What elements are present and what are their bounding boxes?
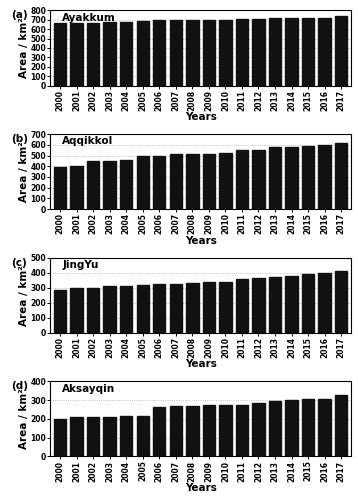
Bar — [252, 278, 265, 333]
Bar — [318, 18, 331, 86]
Bar — [54, 23, 66, 86]
Y-axis label: Area / km²: Area / km² — [19, 141, 29, 202]
Bar — [186, 283, 199, 333]
Bar — [87, 288, 100, 333]
Bar — [252, 150, 265, 209]
Bar — [153, 284, 165, 333]
Bar — [153, 20, 165, 86]
Bar — [120, 286, 132, 333]
Bar — [236, 19, 248, 86]
Bar — [170, 20, 182, 86]
Text: JingYu: JingYu — [62, 260, 98, 270]
Bar — [219, 153, 232, 209]
Text: Aksayqin: Aksayqin — [62, 384, 115, 394]
Bar — [236, 279, 248, 333]
Bar — [170, 154, 182, 209]
Bar — [335, 16, 347, 86]
Bar — [269, 18, 281, 86]
Bar — [71, 166, 83, 209]
Bar — [103, 286, 116, 333]
Text: (a): (a) — [11, 10, 28, 20]
Bar — [54, 419, 66, 457]
Bar — [120, 416, 132, 457]
Bar — [71, 24, 83, 86]
Bar — [71, 417, 83, 457]
Bar — [170, 406, 182, 456]
Bar — [269, 276, 281, 333]
Bar — [318, 274, 331, 333]
Bar — [219, 282, 232, 333]
Bar — [203, 154, 215, 209]
X-axis label: Years: Years — [185, 236, 217, 246]
Bar — [252, 403, 265, 456]
Bar — [302, 146, 314, 209]
Bar — [318, 398, 331, 456]
Text: Aqqikkol: Aqqikkol — [62, 136, 113, 146]
Bar — [87, 161, 100, 209]
Bar — [252, 18, 265, 86]
Bar — [103, 22, 116, 86]
Bar — [285, 276, 298, 333]
Bar — [136, 156, 149, 209]
Bar — [269, 400, 281, 456]
Bar — [318, 145, 331, 209]
Bar — [120, 22, 132, 86]
Bar — [236, 150, 248, 209]
Bar — [203, 282, 215, 333]
Bar — [186, 154, 199, 209]
Bar — [54, 168, 66, 209]
Y-axis label: Area / km²: Area / km² — [19, 18, 29, 78]
Text: Ayakkum: Ayakkum — [62, 12, 116, 22]
Bar — [87, 23, 100, 86]
Bar — [203, 406, 215, 456]
Bar — [71, 288, 83, 333]
X-axis label: Years: Years — [185, 112, 217, 122]
Bar — [136, 416, 149, 457]
Bar — [54, 290, 66, 333]
Text: (d): (d) — [11, 382, 28, 392]
Bar — [219, 20, 232, 86]
Bar — [103, 416, 116, 457]
Bar — [236, 405, 248, 456]
Text: (c): (c) — [11, 258, 27, 268]
X-axis label: Years: Years — [185, 360, 217, 370]
Y-axis label: Area / km²: Area / km² — [19, 388, 29, 449]
Bar — [269, 147, 281, 209]
Bar — [120, 160, 132, 209]
X-axis label: Years: Years — [185, 483, 217, 493]
Bar — [219, 405, 232, 456]
Bar — [136, 21, 149, 86]
Bar — [153, 156, 165, 209]
Bar — [153, 407, 165, 457]
Bar — [285, 146, 298, 209]
Bar — [335, 272, 347, 333]
Bar — [285, 18, 298, 86]
Bar — [335, 396, 347, 456]
Y-axis label: Area / km²: Area / km² — [19, 265, 29, 326]
Bar — [285, 400, 298, 456]
Bar — [103, 160, 116, 209]
Bar — [302, 18, 314, 86]
Bar — [87, 417, 100, 457]
Bar — [186, 406, 199, 456]
Bar — [136, 286, 149, 333]
Bar — [170, 284, 182, 333]
Text: (b): (b) — [11, 134, 28, 144]
Bar — [186, 20, 199, 86]
Bar — [335, 142, 347, 209]
Bar — [302, 400, 314, 456]
Bar — [203, 20, 215, 86]
Bar — [302, 274, 314, 333]
